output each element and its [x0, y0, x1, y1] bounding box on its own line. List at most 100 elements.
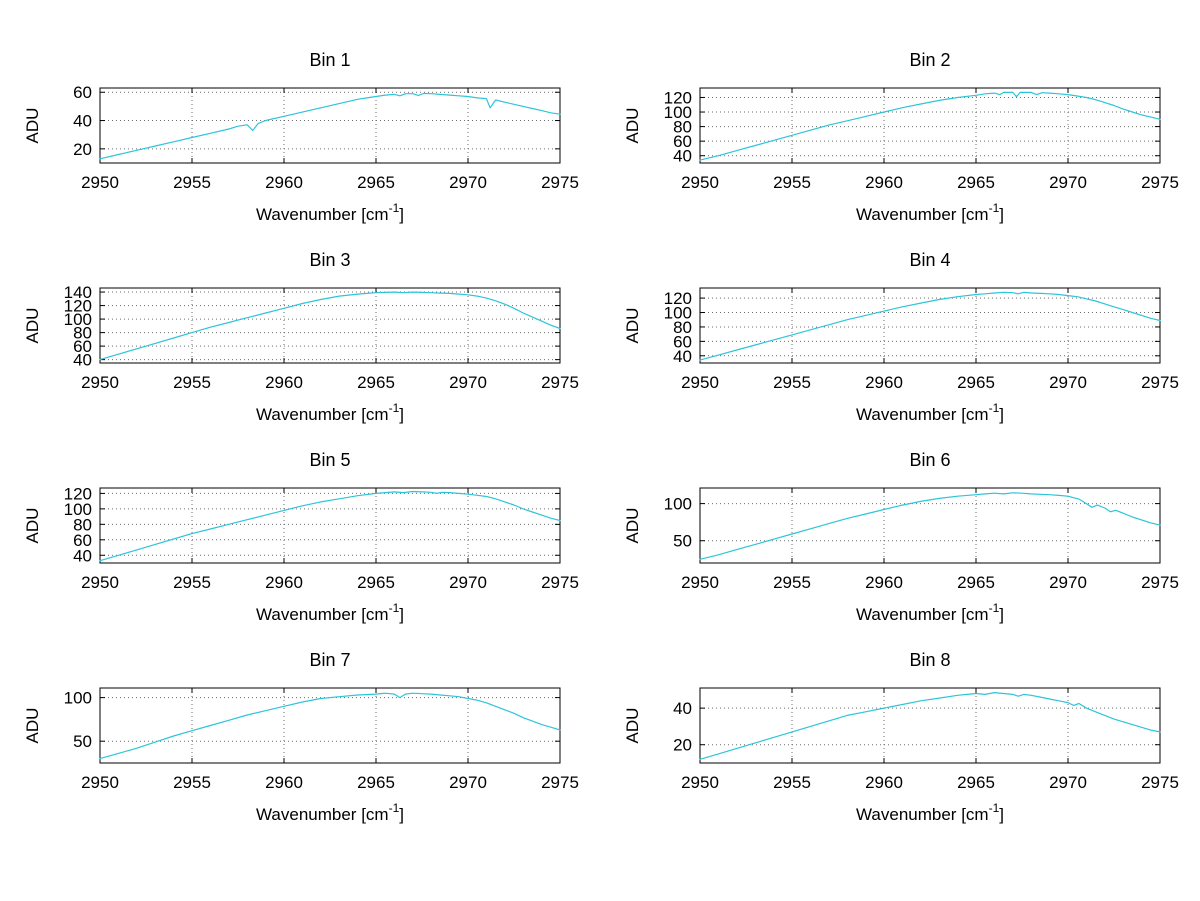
y-tick-label: 50 — [673, 532, 692, 551]
y-tick-label: 40 — [673, 699, 692, 718]
x-tick-label: 2970 — [1049, 573, 1087, 592]
x-tick-label: 2975 — [541, 573, 579, 592]
x-tick-label: 2960 — [265, 373, 303, 392]
x-tick-label: 2965 — [957, 373, 995, 392]
x-tick-label: 2950 — [81, 573, 119, 592]
chart-bin-7: 2950 2955 2960 2965 2970 2975 50 100 Bin 7 ADU Wav… — [0, 636, 600, 836]
chart-svg: 2950 2955 2960 2965 2970 2975 20 40 Bin 8 ADU Wave… — [623, 650, 1179, 824]
x-tick-label: 2950 — [81, 773, 119, 792]
x-tick-label: 2955 — [173, 573, 211, 592]
series-line — [99, 92, 561, 160]
y-tick-label: 100 — [64, 689, 92, 708]
x-tick-label: 2965 — [957, 173, 995, 192]
y-tick-label: 100 — [64, 310, 92, 329]
x-tick-label: 2960 — [865, 173, 903, 192]
series-line — [99, 291, 561, 361]
axes-box — [99, 287, 561, 364]
figure-canvas: 2950 2955 2960 2965 2970 2975 20 40 60 Bin 1 ADU Wa… — [0, 36, 1200, 836]
x-tick-label: 2975 — [1141, 173, 1179, 192]
x-tick-label: 2975 — [1141, 773, 1179, 792]
x-tick-label: 2950 — [81, 373, 119, 392]
y-tick-label: 60 — [673, 332, 692, 351]
chart-bin-1: 2950 2955 2960 2965 2970 2975 20 40 60 Bin 1 ADU Wa… — [0, 36, 600, 236]
y-tick-label: 80 — [673, 318, 692, 337]
y-tick-label: 40 — [73, 546, 92, 565]
y-tick-label: 100 — [664, 304, 692, 323]
y-tick-label: 60 — [73, 337, 92, 356]
chart-svg: 2950 2955 2960 2965 2970 2975 50 100 Bin 7 ADU Wav… — [23, 650, 579, 824]
y-tick-label: 80 — [673, 118, 692, 137]
x-tick-label: 2970 — [1049, 773, 1087, 792]
x-tick-label: 2970 — [1049, 373, 1087, 392]
x-tick-label: 2970 — [449, 373, 487, 392]
series-line — [699, 291, 1161, 361]
y-tick-label: 40 — [673, 347, 692, 366]
axes-box — [699, 87, 1161, 164]
x-tick-label: 2955 — [773, 773, 811, 792]
x-tick-label: 2960 — [265, 173, 303, 192]
x-tick-label: 2955 — [773, 373, 811, 392]
y-axis-label: ADU — [623, 708, 642, 744]
chart-title: Bin 5 — [309, 450, 350, 470]
y-tick-label: 80 — [73, 515, 92, 534]
series-line — [699, 91, 1161, 161]
y-tick-label: 60 — [73, 83, 92, 102]
y-tick-label: 40 — [673, 147, 692, 166]
axes-box — [699, 287, 1161, 364]
x-tick-label: 2965 — [957, 573, 995, 592]
chart-bin-8: 2950 2955 2960 2965 2970 2975 20 40 Bin 8 ADU Wave… — [600, 636, 1200, 836]
y-tick-label: 140 — [64, 283, 92, 302]
x-axis-label: Wavenumber [cm-1] — [856, 401, 1004, 424]
chart-bin-2: 2950 2955 2960 2965 2970 2975 40 60 80 100 120 Bin … — [600, 36, 1200, 236]
x-axis-label: Wavenumber [cm-1] — [856, 601, 1004, 624]
x-tick-label: 2950 — [81, 173, 119, 192]
axes-box — [699, 487, 1161, 564]
chart-svg: 2950 2955 2960 2965 2970 2975 20 40 60 Bin 1 ADU Wa… — [23, 50, 579, 224]
x-tick-label: 2950 — [681, 773, 719, 792]
x-tick-label: 2965 — [357, 773, 395, 792]
chart-bin-5: 2950 2955 2960 2965 2970 2975 40 60 80 100 120 Bin … — [0, 436, 600, 636]
x-tick-label: 2955 — [173, 373, 211, 392]
y-tick-label: 40 — [73, 112, 92, 131]
y-axis-label: ADU — [23, 308, 42, 344]
x-axis-label: Wavenumber [cm-1] — [856, 201, 1004, 224]
y-axis-label: ADU — [623, 508, 642, 544]
y-tick-label: 100 — [664, 103, 692, 122]
x-axis-label: Wavenumber [cm-1] — [856, 801, 1004, 824]
x-axis-label: Wavenumber [cm-1] — [256, 401, 404, 424]
x-tick-label: 2950 — [681, 373, 719, 392]
x-tick-label: 2965 — [357, 573, 395, 592]
x-tick-label: 2970 — [1049, 173, 1087, 192]
y-tick-label: 20 — [673, 736, 692, 755]
series-line — [699, 691, 1161, 760]
x-axis-label: Wavenumber [cm-1] — [256, 601, 404, 624]
y-axis-label: ADU — [23, 508, 42, 544]
x-tick-label: 2950 — [681, 173, 719, 192]
y-tick-label: 80 — [73, 324, 92, 343]
x-tick-label: 2955 — [773, 173, 811, 192]
x-tick-label: 2955 — [173, 773, 211, 792]
y-axis-label: ADU — [23, 108, 42, 144]
series-line — [99, 490, 561, 562]
x-tick-label: 2965 — [357, 173, 395, 192]
y-tick-label: 60 — [673, 132, 692, 151]
y-axis-label: ADU — [623, 308, 642, 344]
chart-bin-4: 2950 2955 2960 2965 2970 2975 40 60 80 100 120 Bin … — [600, 236, 1200, 436]
chart-title: Bin 7 — [309, 650, 350, 670]
axes-box — [99, 487, 561, 564]
x-tick-label: 2960 — [865, 373, 903, 392]
x-tick-label: 2975 — [1141, 373, 1179, 392]
y-tick-label: 120 — [664, 88, 692, 107]
y-tick-label: 100 — [64, 500, 92, 519]
x-tick-label: 2975 — [1141, 573, 1179, 592]
chart-title: Bin 3 — [309, 250, 350, 270]
x-tick-label: 2950 — [681, 573, 719, 592]
series-line — [99, 692, 561, 760]
y-tick-label: 120 — [64, 484, 92, 503]
x-axis-label: Wavenumber [cm-1] — [256, 201, 404, 224]
x-tick-label: 2975 — [541, 173, 579, 192]
